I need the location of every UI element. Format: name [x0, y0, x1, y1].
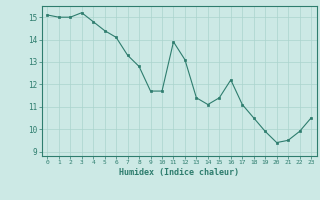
X-axis label: Humidex (Indice chaleur): Humidex (Indice chaleur) — [119, 168, 239, 177]
